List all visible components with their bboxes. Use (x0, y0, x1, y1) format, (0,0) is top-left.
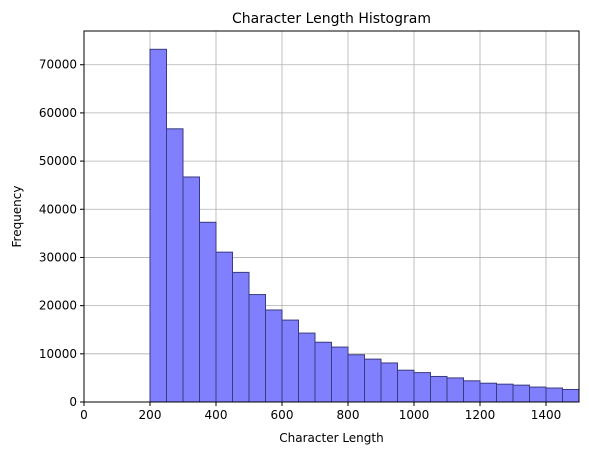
plot-frame (83, 30, 580, 403)
x-tick-label: 1400 (531, 408, 562, 422)
y-tick-label: 0 (69, 395, 77, 409)
histogram-bar (380, 362, 398, 402)
histogram-bar (199, 221, 217, 402)
histogram-bar (446, 377, 464, 402)
x-tick-label: 1000 (399, 408, 430, 422)
histogram-bar (578, 389, 579, 402)
y-tick-label: 10000 (39, 347, 77, 361)
histogram-bar (397, 369, 415, 402)
x-tick-label: 800 (337, 408, 360, 422)
y-tick-label: 50000 (39, 154, 77, 168)
histogram-bar (215, 251, 233, 402)
histogram-bar (298, 332, 316, 402)
histogram-bar (281, 319, 299, 402)
y-axis-ticks: 0 10000 20000 30000 40000 50000 60000 70000 (39, 58, 84, 409)
y-tick-label: 60000 (39, 106, 77, 120)
histogram-bar (166, 128, 184, 402)
histogram-bar (413, 372, 431, 402)
y-tick-label: 20000 (39, 299, 77, 313)
histogram-bars (149, 48, 579, 402)
chart-title: Character Length Histogram (232, 11, 431, 27)
y-tick-label: 30000 (39, 250, 77, 264)
x-tick-label: 600 (271, 408, 294, 422)
histogram-bar (248, 294, 266, 402)
histogram-bar (149, 48, 167, 402)
x-tick-label: 1200 (465, 408, 496, 422)
histogram-bar (182, 176, 200, 402)
histogram-bar (529, 386, 547, 402)
histogram-bar (463, 380, 481, 402)
histogram-bar (347, 354, 365, 402)
y-tick-label: 70000 (39, 58, 77, 72)
x-axis-label: Character Length (279, 431, 383, 445)
x-tick-label: 200 (139, 408, 162, 422)
y-axis-label: Frequency (10, 186, 24, 248)
x-axis-ticks: 0 200 400 600 800 1000 1200 1400 (80, 402, 561, 422)
histogram-bar (496, 383, 514, 402)
histogram-bar (545, 387, 563, 402)
histogram-bar (562, 388, 579, 402)
histogram-bar (512, 384, 530, 402)
histogram-bar (265, 309, 283, 402)
x-tick-label: 0 (80, 408, 88, 422)
histogram-bar (314, 341, 332, 402)
histogram-bar (364, 358, 382, 402)
y-tick-label: 40000 (39, 202, 77, 216)
histogram-bar (479, 382, 497, 402)
histogram-bar (232, 271, 250, 402)
histogram-bar (331, 346, 349, 402)
x-tick-label: 400 (205, 408, 228, 422)
histogram-bar (430, 375, 448, 402)
